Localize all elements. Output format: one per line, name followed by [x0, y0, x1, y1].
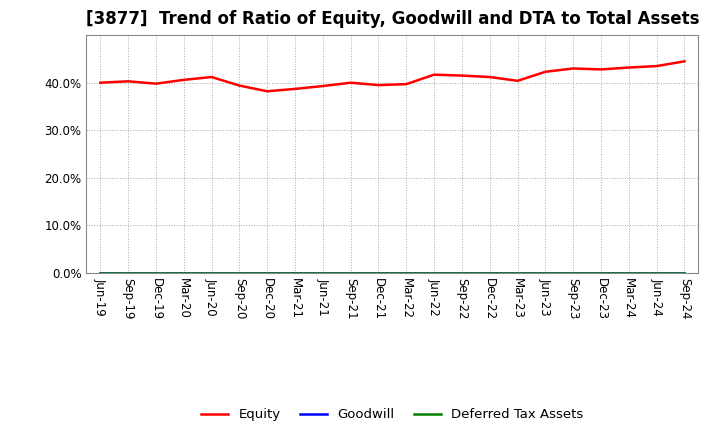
Goodwill [374, 270, 383, 275]
Goodwill [207, 270, 216, 275]
Equity [318, 84, 327, 89]
Deferred Tax Assets [346, 270, 355, 275]
Equity [263, 88, 271, 94]
Goodwill [263, 270, 271, 275]
Goodwill [430, 270, 438, 275]
Equity [374, 82, 383, 88]
Goodwill [485, 270, 494, 275]
Deferred Tax Assets [96, 270, 104, 275]
Equity [541, 69, 550, 74]
Goodwill [152, 270, 161, 275]
Goodwill [96, 270, 104, 275]
Deferred Tax Assets [263, 270, 271, 275]
Goodwill [124, 270, 132, 275]
Deferred Tax Assets [569, 270, 577, 275]
Goodwill [513, 270, 522, 275]
Equity [124, 79, 132, 84]
Deferred Tax Assets [485, 270, 494, 275]
Equity [291, 86, 300, 92]
Deferred Tax Assets [402, 270, 410, 275]
Equity [235, 83, 243, 88]
Equity [458, 73, 467, 78]
Equity [624, 65, 633, 70]
Deferred Tax Assets [597, 270, 606, 275]
Goodwill [624, 270, 633, 275]
Goodwill [569, 270, 577, 275]
Equity [152, 81, 161, 86]
Deferred Tax Assets [207, 270, 216, 275]
Goodwill [458, 270, 467, 275]
Deferred Tax Assets [652, 270, 661, 275]
Goodwill [680, 270, 689, 275]
Deferred Tax Assets [124, 270, 132, 275]
Equity [485, 74, 494, 80]
Goodwill [402, 270, 410, 275]
Deferred Tax Assets [458, 270, 467, 275]
Deferred Tax Assets [152, 270, 161, 275]
Goodwill [541, 270, 550, 275]
Legend: Equity, Goodwill, Deferred Tax Assets: Equity, Goodwill, Deferred Tax Assets [196, 403, 589, 426]
Deferred Tax Assets [318, 270, 327, 275]
Goodwill [291, 270, 300, 275]
Equity [179, 77, 188, 83]
Deferred Tax Assets [624, 270, 633, 275]
Goodwill [179, 270, 188, 275]
Equity [207, 74, 216, 80]
Equity [430, 72, 438, 77]
Title: [3877]  Trend of Ratio of Equity, Goodwill and DTA to Total Assets: [3877] Trend of Ratio of Equity, Goodwil… [86, 10, 699, 28]
Equity [513, 78, 522, 84]
Equity [680, 59, 689, 64]
Goodwill [597, 270, 606, 275]
Equity [402, 81, 410, 87]
Goodwill [652, 270, 661, 275]
Deferred Tax Assets [430, 270, 438, 275]
Deferred Tax Assets [541, 270, 550, 275]
Equity [96, 80, 104, 85]
Deferred Tax Assets [235, 270, 243, 275]
Equity [597, 67, 606, 72]
Equity [346, 80, 355, 85]
Deferred Tax Assets [179, 270, 188, 275]
Goodwill [235, 270, 243, 275]
Equity [652, 63, 661, 69]
Goodwill [346, 270, 355, 275]
Goodwill [318, 270, 327, 275]
Deferred Tax Assets [513, 270, 522, 275]
Line: Equity: Equity [100, 61, 685, 91]
Deferred Tax Assets [680, 270, 689, 275]
Deferred Tax Assets [291, 270, 300, 275]
Equity [569, 66, 577, 71]
Deferred Tax Assets [374, 270, 383, 275]
